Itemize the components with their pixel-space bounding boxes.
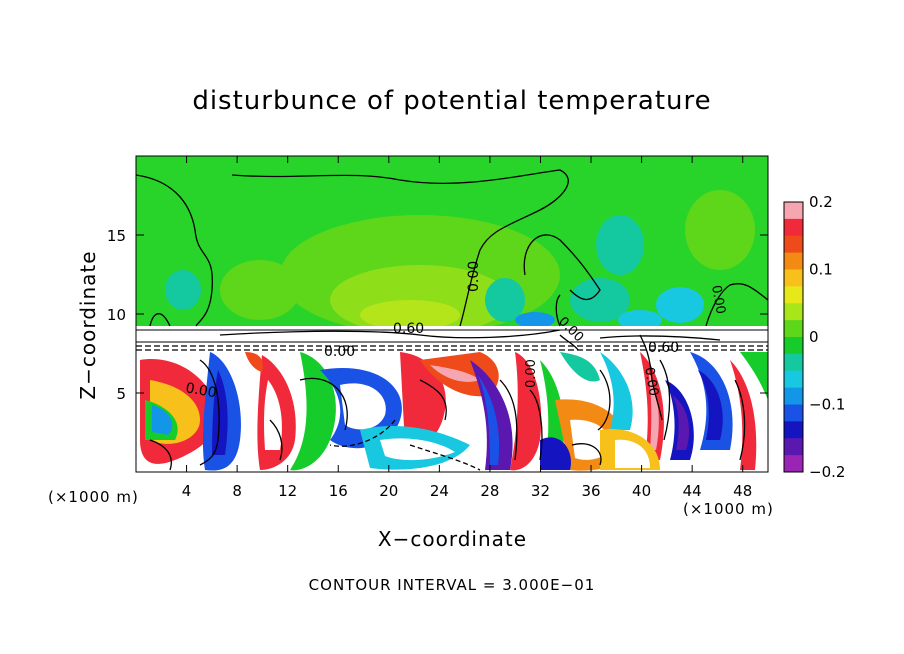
x-tick-label: 48 bbox=[733, 482, 752, 500]
x-tick-label: 8 bbox=[232, 482, 242, 500]
colorbar-swatch bbox=[784, 387, 803, 405]
x-tick-label: 4 bbox=[182, 482, 192, 500]
x-tick-label: 16 bbox=[329, 482, 348, 500]
colorbar-swatch bbox=[784, 438, 803, 456]
colorbar-swatch bbox=[784, 252, 803, 270]
x-axis: 4 8 12 16 20 24 28 32 36 40 44 48 bbox=[182, 156, 752, 500]
y-tick-label: 10 bbox=[107, 306, 126, 324]
contour-lines bbox=[136, 169, 768, 471]
colorbar-swatch bbox=[784, 353, 803, 372]
y-axis-label: Z−coordinate bbox=[76, 250, 100, 400]
x-tick-label: 20 bbox=[379, 482, 398, 500]
colorbar-tick-label: −0.1 bbox=[809, 396, 845, 414]
contour-label: 0.00 bbox=[184, 380, 217, 401]
colorbar-swatch bbox=[784, 404, 803, 422]
contour-label: 0.00 bbox=[466, 261, 482, 292]
x-tick-label: 28 bbox=[480, 482, 499, 500]
x-unit-label-right: (×1000 m) bbox=[683, 500, 774, 518]
colorbar-frame bbox=[783, 201, 804, 473]
colorbar-tick-label: 0 bbox=[809, 328, 819, 346]
x-tick-label: 44 bbox=[683, 482, 702, 500]
contour-label: 0.00 bbox=[641, 366, 661, 397]
colorbar-swatch bbox=[784, 218, 803, 237]
contour-label: 0.60 bbox=[648, 340, 679, 356]
colorbar-swatch bbox=[784, 455, 803, 473]
x-tick-label: 24 bbox=[430, 482, 449, 500]
x-tick-label: 36 bbox=[581, 482, 600, 500]
x-tick-label: 32 bbox=[531, 482, 550, 500]
y-tick-label: 5 bbox=[116, 385, 126, 403]
heatmap-field bbox=[136, 156, 768, 472]
colorbar-swatch bbox=[784, 269, 803, 287]
colorbar-swatch bbox=[784, 235, 803, 254]
colorbar-swatch bbox=[784, 320, 803, 338]
contour-label: 0.00 bbox=[524, 359, 539, 388]
chart-title: disturbunce of potential temperature bbox=[192, 86, 712, 116]
contour-label: 0.00 bbox=[708, 284, 728, 315]
colorbar-tick-label: 0.1 bbox=[809, 261, 833, 279]
colorbar-swatch bbox=[784, 303, 803, 321]
contour-interval-note: CONTOUR INTERVAL = 3.000E−01 bbox=[308, 576, 596, 594]
x-tick-label: 12 bbox=[278, 482, 297, 500]
y-axis: 5 10 15 bbox=[107, 227, 768, 403]
x-axis-label: X−coordinate bbox=[377, 527, 528, 551]
x-tick-label: 40 bbox=[632, 482, 651, 500]
x-unit-label-left: (×1000 m) bbox=[48, 488, 139, 506]
contour-label: 0.60 bbox=[393, 321, 424, 337]
y-tick-label: 15 bbox=[107, 227, 126, 245]
contour-labels: 0.00 0.60 0.00 0.60 0.00 0.00 0.00 0.00 … bbox=[184, 261, 728, 402]
colorbar-swatch bbox=[784, 337, 803, 355]
contour-label: 0.00 bbox=[324, 344, 355, 360]
colorbar-tick-label: 0.2 bbox=[809, 193, 833, 211]
colorbar: 0.2 0.1 0 −0.1 −0.2 bbox=[783, 193, 845, 481]
colorbar-swatch bbox=[784, 421, 803, 439]
colorbar-swatch bbox=[784, 370, 803, 389]
colorbar-tick-label: −0.2 bbox=[809, 463, 845, 481]
colorbar-swatch bbox=[784, 286, 803, 304]
colorbar-swatch bbox=[784, 202, 803, 220]
